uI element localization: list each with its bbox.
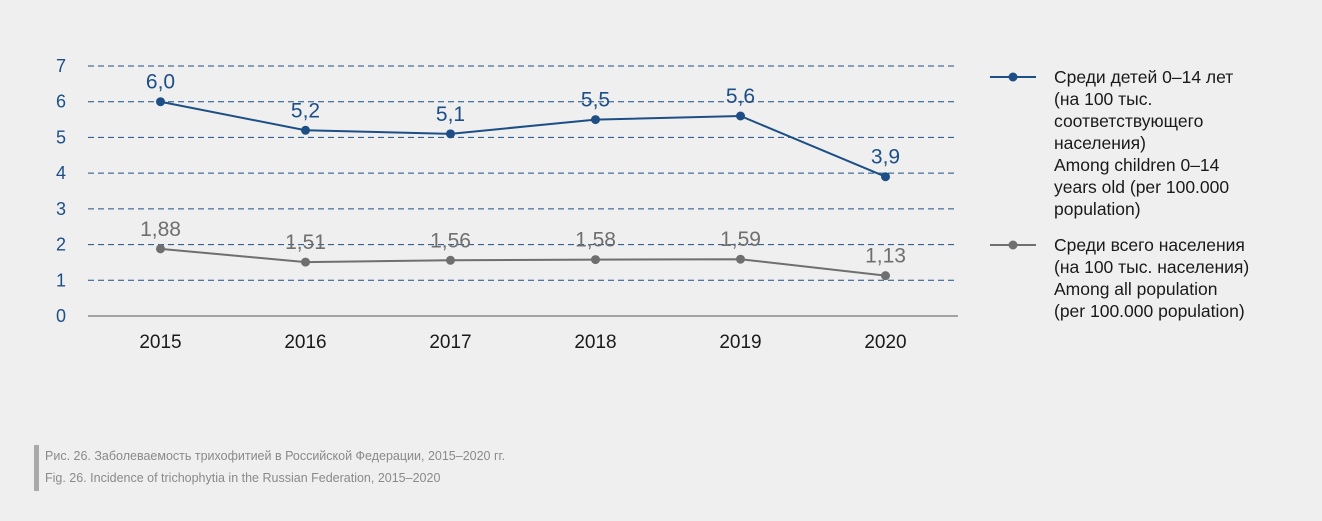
series-group: 6,0 5,2 5,1 5,5 5,6 3,9 1,88 1,51 1,56 1,58 1,59 1,… [140, 71, 906, 281]
y-tick-label: 1 [56, 270, 66, 290]
x-tick-label: 2015 [139, 332, 181, 353]
legend-text-line: Среди всего населения [1054, 235, 1245, 255]
data-point [881, 271, 890, 281]
data-point [591, 255, 600, 265]
legend-text-line: населения) [1054, 133, 1146, 153]
data-label: 6,0 [146, 71, 175, 94]
data-label: 1,56 [430, 229, 471, 252]
legend: Среди детей 0–14 лет (на 100 тыс. соотве… [990, 66, 1320, 336]
data-point [736, 254, 745, 264]
caption-ru: Рис. 26. Заболеваемость трихофитией в Ро… [45, 449, 506, 463]
data-point [446, 129, 455, 139]
data-label: 5,5 [581, 89, 610, 112]
legend-item-children: Среди детей 0–14 лет (на 100 тыс. соотве… [990, 66, 1320, 220]
data-point [156, 97, 165, 107]
data-label: 1,88 [140, 218, 181, 241]
data-label: 3,9 [871, 146, 900, 169]
legend-item-all-population: Среди всего населения (на 100 тыс. насел… [990, 234, 1320, 322]
y-tick-label: 7 [56, 56, 66, 76]
legend-text-line: соответствующего [1054, 111, 1204, 131]
data-label: 5,2 [291, 99, 320, 122]
legend-text-line: Среди детей 0–14 лет [1054, 67, 1234, 87]
line-chart: 0 1 2 3 4 5 6 7 2015 2016 2017 2018 2019 2020 6,0 5,2… [56, 56, 958, 353]
data-label: 1,58 [575, 229, 616, 252]
data-point [736, 111, 745, 121]
legend-marker-all-population [990, 240, 1036, 250]
x-axis: 2015 2016 2017 2018 2019 2020 [88, 315, 958, 353]
legend-text-line: (per 100.000 population) [1054, 301, 1245, 321]
legend-text-line: Among all population [1054, 279, 1218, 299]
data-point [446, 255, 455, 265]
y-tick-label: 2 [56, 235, 66, 255]
legend-text-line: (на 100 тыс. [1054, 89, 1153, 109]
legend-text-line: Among children 0–14 [1054, 155, 1220, 175]
data-point [301, 257, 310, 267]
legend-marker-children [990, 72, 1036, 82]
data-label: 1,51 [285, 231, 326, 254]
data-label: 5,1 [436, 103, 465, 126]
figure-caption: Рис. 26. Заболеваемость трихофитией в Ро… [34, 445, 505, 491]
y-axis: 0 1 2 3 4 5 6 7 [56, 56, 66, 326]
data-label: 5,6 [726, 85, 755, 108]
legend-text-line: years old (per 100.000 [1054, 177, 1230, 197]
x-tick-label: 2019 [719, 332, 761, 353]
x-tick-label: 2020 [864, 332, 906, 353]
data-point [591, 115, 600, 125]
caption-en: Fig. 26. Incidence of trichophytia in th… [45, 471, 441, 485]
gridlines [88, 65, 958, 281]
y-tick-label: 0 [56, 306, 66, 326]
x-tick-label: 2018 [574, 332, 616, 353]
data-label: 1,59 [720, 228, 761, 251]
data-point [301, 125, 310, 135]
x-tick-label: 2017 [429, 332, 471, 353]
y-tick-label: 5 [56, 127, 66, 147]
data-label: 1,13 [865, 245, 906, 268]
series-line [160, 100, 886, 178]
data-point [881, 172, 890, 182]
legend-text-line: (на 100 тыс. населения) [1054, 257, 1250, 277]
series-line [160, 247, 886, 277]
y-tick-label: 4 [56, 163, 66, 183]
data-point [156, 244, 165, 254]
y-tick-label: 3 [56, 199, 66, 219]
legend-text-line: population) [1054, 199, 1141, 219]
y-tick-label: 6 [56, 92, 66, 112]
x-tick-label: 2016 [284, 332, 326, 353]
